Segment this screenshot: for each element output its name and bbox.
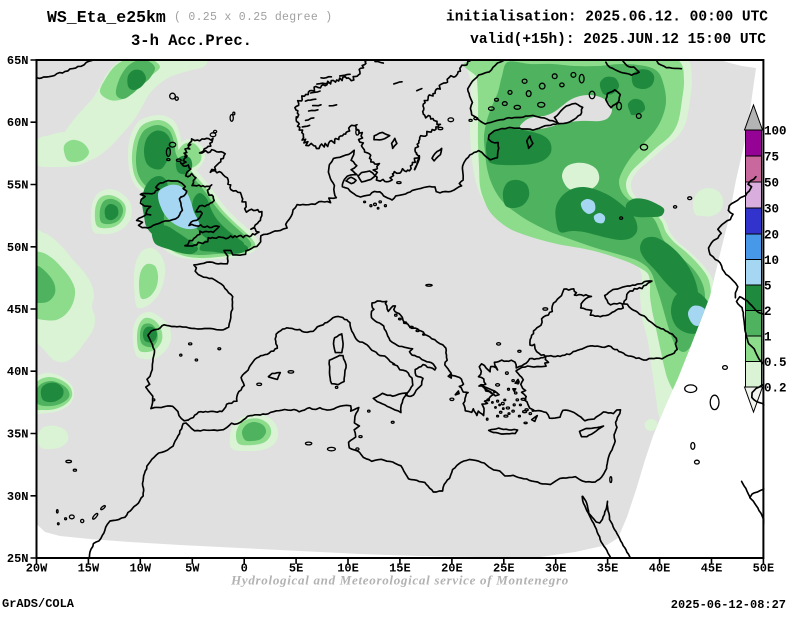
svg-text:30N: 30N [7, 490, 29, 504]
svg-text:10E: 10E [337, 562, 359, 576]
svg-text:20W: 20W [26, 562, 48, 576]
svg-text:40E: 40E [649, 562, 671, 576]
svg-text:50N: 50N [7, 241, 29, 255]
svg-text:5: 5 [764, 280, 772, 294]
svg-text:45N: 45N [7, 303, 29, 317]
svg-text:GrADS/COLA: GrADS/COLA [2, 597, 75, 611]
svg-text:65N: 65N [7, 54, 29, 68]
svg-text:20: 20 [764, 229, 779, 243]
svg-text:10: 10 [764, 254, 779, 268]
svg-text:60N: 60N [7, 116, 29, 130]
svg-text:30: 30 [764, 203, 779, 217]
svg-text:Hydrological and Meteorologica: Hydrological and Meteorological service … [230, 573, 569, 588]
svg-text:50E: 50E [753, 562, 775, 576]
svg-text:WS_Eta_e25km: WS_Eta_e25km [47, 8, 166, 27]
svg-text:3-h Acc.Prec.: 3-h Acc.Prec. [131, 32, 252, 50]
svg-text:50: 50 [764, 177, 779, 191]
svg-text:initialisation: 2025.06.12. 0: initialisation: 2025.06.12. 00:00 UTC [446, 10, 768, 26]
svg-text:0.2: 0.2 [764, 382, 787, 396]
svg-text:100: 100 [764, 125, 787, 139]
svg-text:40N: 40N [7, 365, 29, 379]
svg-text:20E: 20E [441, 562, 463, 576]
svg-text:5E: 5E [289, 562, 303, 576]
svg-text:75: 75 [764, 151, 779, 165]
svg-text:5W: 5W [185, 562, 200, 576]
svg-text:30E: 30E [545, 562, 567, 576]
svg-text:10W: 10W [129, 562, 151, 576]
svg-text:25E: 25E [493, 562, 515, 576]
svg-text:0.5: 0.5 [764, 356, 787, 370]
svg-text:( 0.25 x 0.25 degree ): ( 0.25 x 0.25 degree ) [174, 11, 332, 24]
svg-text:0: 0 [241, 562, 248, 576]
svg-text:1: 1 [764, 331, 772, 345]
svg-text:35N: 35N [7, 428, 29, 442]
svg-text:45E: 45E [701, 562, 723, 576]
svg-text:2025-06-12-08:27: 2025-06-12-08:27 [671, 598, 786, 612]
svg-text:15E: 15E [389, 562, 411, 576]
svg-text:15W: 15W [78, 562, 100, 576]
svg-text:valid(+15h): 2025.JUN.12 15:00: valid(+15h): 2025.JUN.12 15:00 UTC [470, 32, 766, 48]
svg-text:2: 2 [764, 305, 772, 319]
svg-text:25N: 25N [7, 552, 29, 566]
svg-text:35E: 35E [597, 562, 619, 576]
svg-text:55N: 55N [7, 179, 29, 193]
